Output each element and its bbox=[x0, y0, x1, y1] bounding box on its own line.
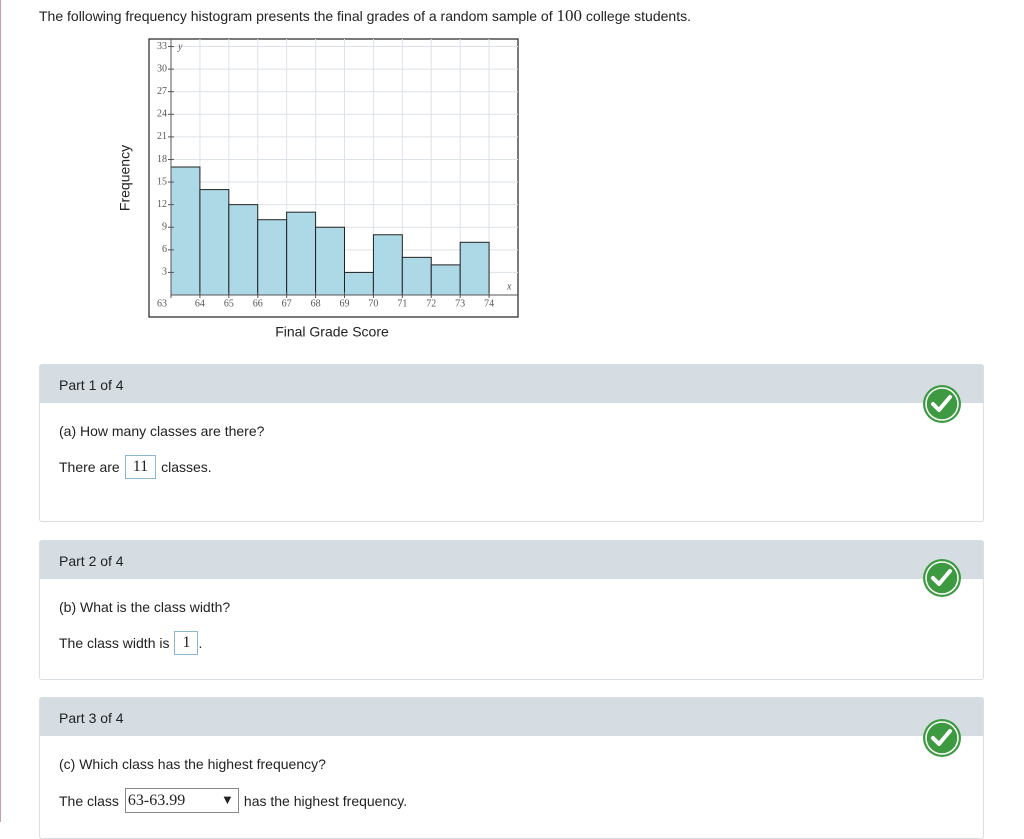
bar bbox=[401, 256, 432, 296]
intro-text: The following frequency histogram presen… bbox=[39, 8, 553, 24]
check-icon bbox=[923, 559, 961, 597]
y-tick-label: 15 bbox=[157, 176, 167, 187]
part-card: Part 1 of 4 (a) How many classes are the… bbox=[39, 364, 984, 522]
y-tick-label: 12 bbox=[157, 199, 167, 210]
check-icon bbox=[923, 385, 961, 423]
x-tick-label: 66 bbox=[253, 298, 263, 309]
x-tick-label: 67 bbox=[282, 298, 292, 309]
select-value: 63-63.99 bbox=[127, 792, 186, 809]
part-header: Part 2 of 4 bbox=[40, 541, 983, 579]
answer-text: classes. bbox=[161, 459, 212, 475]
answer-line: There are 11 classes. bbox=[59, 455, 212, 479]
answer-text: The class width is bbox=[59, 635, 170, 651]
part-header: Part 1 of 4 bbox=[40, 365, 983, 403]
part-card: Part 3 of 4 (c) Which class has the high… bbox=[39, 697, 984, 839]
check-icon bbox=[923, 719, 961, 757]
bar bbox=[170, 166, 201, 296]
bar bbox=[372, 234, 403, 296]
y-tick-label: 21 bbox=[157, 131, 167, 142]
x-tick-label: 74 bbox=[484, 298, 494, 309]
x-tick-label: 63 bbox=[157, 298, 167, 309]
y-tick-label: 27 bbox=[157, 86, 167, 97]
y-symbol: y bbox=[177, 41, 183, 52]
x-tick-label: 71 bbox=[397, 298, 407, 309]
bar bbox=[430, 264, 461, 296]
y-tick-label: 30 bbox=[157, 63, 167, 74]
bars bbox=[170, 166, 490, 296]
x-tick-label: 72 bbox=[426, 298, 436, 309]
answer-box[interactable]: 11 bbox=[124, 455, 157, 479]
y-tick-label: 6 bbox=[162, 244, 167, 255]
answer-box[interactable]: 1 bbox=[174, 631, 199, 655]
y-tick-label: 3 bbox=[162, 267, 167, 278]
answer-select[interactable]: 63-63.99 ▼ bbox=[124, 788, 239, 813]
y-tick-label: 24 bbox=[157, 109, 167, 120]
y-tick-label: 33 bbox=[157, 41, 167, 52]
intro: The following frequency histogram presen… bbox=[39, 6, 691, 26]
answer-text: The class bbox=[59, 792, 119, 809]
part-header: Part 3 of 4 bbox=[40, 698, 983, 736]
x-tick-label: 65 bbox=[224, 298, 234, 309]
answer-line: The class width is 1 . bbox=[59, 631, 202, 655]
x-symbol: x bbox=[506, 281, 512, 292]
bar bbox=[344, 271, 374, 296]
bar bbox=[199, 189, 230, 296]
intro-text: college students. bbox=[585, 8, 691, 24]
bar bbox=[315, 226, 346, 296]
x-tick-label: 70 bbox=[368, 298, 378, 309]
bar bbox=[257, 219, 288, 296]
answer-text: . bbox=[198, 635, 203, 651]
bar bbox=[228, 204, 259, 296]
question: (a) How many classes are there? bbox=[59, 423, 265, 439]
x-tick-label: 73 bbox=[455, 298, 465, 309]
answer-text: has the highest frequency. bbox=[243, 792, 408, 809]
page: {"intro": {"text_before": "The following… bbox=[0, 0, 984, 839]
x-tick-label: 68 bbox=[311, 298, 321, 309]
x-tick-label: 64 bbox=[195, 298, 205, 309]
y-axis-label: Frequency bbox=[117, 145, 133, 211]
answer-text: There are bbox=[59, 459, 120, 475]
bar bbox=[459, 241, 490, 296]
part-card: Part 2 of 4 (b) What is the class width?… bbox=[39, 540, 984, 680]
y-tick-label: 9 bbox=[162, 222, 167, 233]
select-arrow: ▼ bbox=[221, 792, 234, 807]
x-tick-label: 69 bbox=[340, 298, 350, 309]
intro-number: 100 bbox=[556, 6, 583, 25]
answer-line: The class 63-63.99 ▼ has the highest freq… bbox=[59, 788, 407, 813]
bar bbox=[286, 211, 317, 296]
question: (c) Which class has the highest frequenc… bbox=[59, 756, 326, 772]
y-tick-label: 18 bbox=[157, 154, 167, 165]
x-axis-label: Final Grade Score bbox=[275, 324, 389, 340]
question: (b) What is the class width? bbox=[59, 599, 231, 615]
